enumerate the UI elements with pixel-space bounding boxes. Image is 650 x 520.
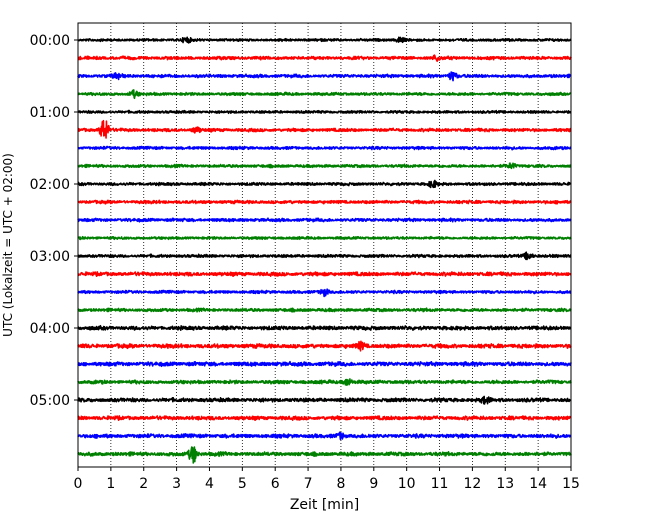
trace-0315: [77, 271, 572, 277]
trace-0345: [77, 307, 572, 313]
trace-0415: [77, 340, 572, 352]
x-tick-label: 13: [496, 476, 514, 492]
trace-0530: [77, 431, 572, 441]
trace-0445: [77, 378, 572, 386]
x-axis-label: Zeit [min]: [290, 497, 359, 513]
trace-0100: [77, 109, 572, 115]
trace-group: [77, 36, 572, 464]
x-tick-label: 10: [398, 476, 416, 492]
x-tick-label: 5: [238, 476, 247, 492]
x-tick-label: 9: [369, 476, 378, 492]
vertical-grid-lines: [110, 23, 539, 467]
y-tick-label: 04:00: [30, 321, 70, 337]
y-tick-label: 01:00: [30, 105, 70, 121]
trace-0200: [77, 179, 572, 189]
trace-0400: [77, 324, 572, 331]
x-tick-label: 1: [106, 476, 115, 492]
x-tick-label: 14: [529, 476, 547, 492]
x-tick-label: 8: [336, 476, 345, 492]
y-axis-ticks: 00:00 01:00 02:00 03:00 04:00 05:00: [30, 33, 78, 409]
trace-0515: [77, 415, 572, 421]
y-axis-label: UTC (Lokalzeit = UTC + 02:00): [1, 153, 15, 337]
x-axis-ticks: 0 1 2 3 4 5 6 7 8 9 10 11 12 13 14 15: [74, 467, 580, 492]
plot-frame: [77, 22, 572, 468]
x-tick-label: 15: [562, 476, 580, 492]
trace-0015: [77, 54, 572, 63]
trace-0300: [77, 251, 572, 261]
trace-0500: [77, 395, 572, 405]
x-tick-label: 7: [304, 476, 313, 492]
trace-0245: [77, 235, 572, 241]
trace-0330: [77, 288, 572, 298]
x-tick-label: 3: [172, 476, 181, 492]
y-tick-label: 05:00: [30, 393, 70, 409]
trace-0030: [77, 71, 572, 82]
x-tick-label: 0: [74, 476, 83, 492]
trace-0215: [77, 199, 572, 205]
trace-0145: [77, 162, 572, 170]
x-tick-label: 6: [271, 476, 280, 492]
x-tick-label: 2: [139, 476, 148, 492]
x-tick-label: 11: [431, 476, 449, 492]
x-tick-label: 4: [205, 476, 214, 492]
x-tick-label: 12: [463, 476, 481, 492]
trace-0545: [77, 446, 572, 464]
trace-0430: [77, 360, 572, 368]
y-tick-label: 03:00: [30, 249, 70, 265]
trace-0045: [77, 89, 572, 100]
y-tick-label: 02:00: [30, 177, 70, 193]
trace-0130: [77, 145, 572, 151]
trace-0230: [77, 217, 572, 223]
trace-0115: [77, 119, 572, 139]
trace-0000: [77, 36, 572, 44]
y-tick-label: 00:00: [30, 33, 70, 49]
